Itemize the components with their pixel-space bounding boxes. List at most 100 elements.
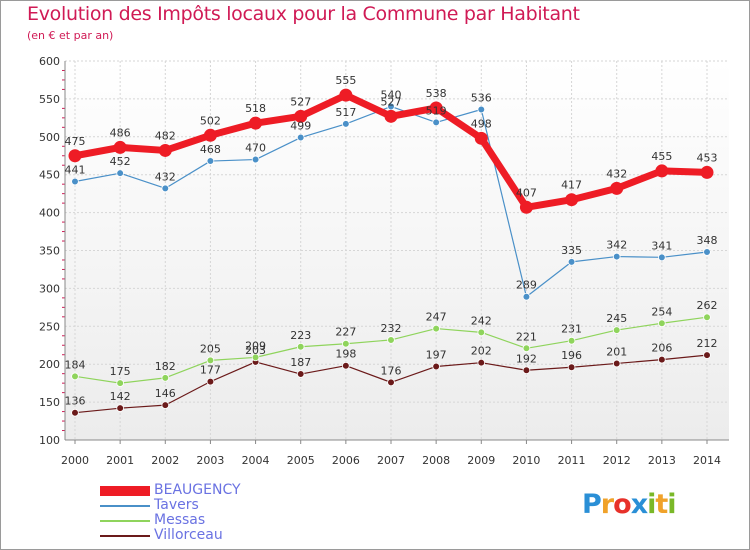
data-label-beaugency: 527	[381, 95, 402, 108]
data-point-beaugency	[339, 88, 353, 102]
data-label-messas: 227	[335, 326, 356, 339]
data-label-tavers: 499	[290, 120, 311, 133]
data-label-beaugency: 432	[606, 167, 627, 180]
data-point-tavers	[703, 248, 711, 256]
data-label-messas: 182	[155, 360, 176, 373]
data-point-beaugency	[565, 193, 579, 207]
legend-swatch-beaugency	[100, 486, 150, 496]
x-tick-label: 2008	[422, 454, 450, 467]
data-point-beaugency	[113, 140, 127, 154]
data-label-villorceau: 201	[606, 345, 627, 358]
data-point-tavers	[251, 155, 260, 164]
data-label-messas: 232	[381, 322, 402, 335]
data-label-beaugency: 417	[561, 179, 582, 192]
data-label-messas: 245	[606, 312, 627, 325]
data-point-beaugency	[158, 143, 172, 157]
data-label-messas: 175	[110, 365, 131, 378]
data-point-tavers	[477, 105, 486, 114]
data-point-tavers	[71, 177, 79, 186]
data-point-tavers	[342, 120, 350, 128]
chart-subtitle: (en € et par an)	[27, 29, 114, 42]
data-label-beaugency: 555	[335, 74, 356, 87]
data-label-tavers: 536	[471, 92, 492, 105]
legend-swatch-messas	[100, 520, 150, 522]
data-point-villorceau	[206, 377, 215, 386]
data-label-tavers: 452	[110, 155, 131, 168]
chart-title: Evolution des Impôts locaux pour la Comm…	[27, 3, 580, 25]
data-point-villorceau	[342, 361, 350, 370]
x-tick-label: 2002	[151, 454, 179, 467]
data-label-villorceau: 187	[290, 356, 311, 369]
data-point-beaugency	[203, 128, 217, 142]
data-label-tavers: 519	[426, 104, 447, 117]
legend-swatch-tavers	[100, 505, 150, 507]
data-label-beaugency: 475	[65, 135, 86, 148]
data-label-messas: 221	[516, 330, 537, 343]
data-point-messas	[477, 328, 486, 337]
data-point-villorceau	[477, 358, 486, 367]
data-point-messas	[342, 339, 350, 348]
data-point-messas	[703, 313, 711, 322]
data-point-beaugency	[519, 200, 533, 214]
y-tick-label: 300	[39, 282, 60, 295]
x-tick-label: 2001	[106, 454, 134, 467]
data-point-tavers	[612, 252, 621, 261]
data-point-messas	[206, 356, 215, 365]
data-point-messas	[251, 353, 260, 362]
data-label-villorceau: 206	[651, 342, 672, 355]
y-tick-label: 600	[39, 55, 60, 68]
x-tick-label: 2012	[603, 454, 631, 467]
data-label-beaugency: 407	[516, 186, 537, 199]
data-label-villorceau: 212	[697, 337, 718, 350]
data-point-messas	[296, 342, 305, 351]
data-label-messas: 254	[651, 305, 672, 318]
data-label-tavers: 341	[651, 239, 672, 252]
data-label-tavers: 432	[155, 170, 176, 183]
y-tick-label: 550	[39, 93, 60, 106]
x-tick-label: 2011	[558, 454, 586, 467]
data-point-messas	[522, 344, 531, 353]
data-label-beaugency: 527	[290, 95, 311, 108]
data-label-villorceau: 176	[381, 364, 402, 377]
data-label-beaugency: 486	[110, 126, 131, 139]
legend-label-messas: Messas	[154, 512, 206, 528]
x-tick-label: 2007	[377, 454, 405, 467]
data-point-beaugency	[249, 116, 263, 130]
data-point-tavers	[116, 169, 124, 177]
y-tick-label: 350	[39, 245, 60, 258]
data-point-beaugency	[610, 181, 624, 195]
data-point-beaugency	[474, 131, 488, 145]
data-label-beaugency: 502	[200, 114, 221, 127]
data-point-messas	[567, 336, 576, 345]
legend-swatch-villorceau	[100, 535, 150, 537]
data-label-tavers: 342	[606, 239, 627, 252]
data-point-tavers	[161, 184, 170, 193]
data-point-beaugency	[700, 165, 714, 179]
data-label-messas: 262	[697, 299, 718, 312]
data-point-beaugency	[68, 149, 82, 163]
x-tick-label: 2013	[648, 454, 676, 467]
data-point-tavers	[296, 133, 305, 142]
data-label-messas: 205	[200, 342, 221, 355]
y-tick-label: 100	[39, 434, 60, 447]
data-point-messas	[116, 379, 124, 387]
data-label-tavers: 517	[335, 106, 356, 119]
legend-label-villorceau: Villorceau	[154, 527, 223, 543]
x-tick-label: 2000	[61, 454, 89, 467]
x-tick-label: 2005	[287, 454, 315, 467]
data-label-messas: 247	[426, 311, 447, 324]
data-label-villorceau: 136	[65, 395, 86, 408]
y-tick-label: 450	[39, 169, 60, 182]
y-tick-label: 250	[39, 320, 60, 333]
data-point-villorceau	[296, 370, 305, 378]
data-point-villorceau	[71, 408, 79, 417]
data-label-villorceau: 146	[155, 387, 176, 400]
legend-label-tavers: Tavers	[154, 497, 199, 513]
x-tick-label: 2004	[242, 454, 270, 467]
data-point-villorceau	[658, 355, 666, 364]
data-point-messas	[71, 372, 79, 381]
data-point-beaugency	[384, 109, 398, 123]
data-label-tavers: 540	[381, 88, 402, 101]
proxiti-logo: Proxiti	[582, 489, 677, 520]
